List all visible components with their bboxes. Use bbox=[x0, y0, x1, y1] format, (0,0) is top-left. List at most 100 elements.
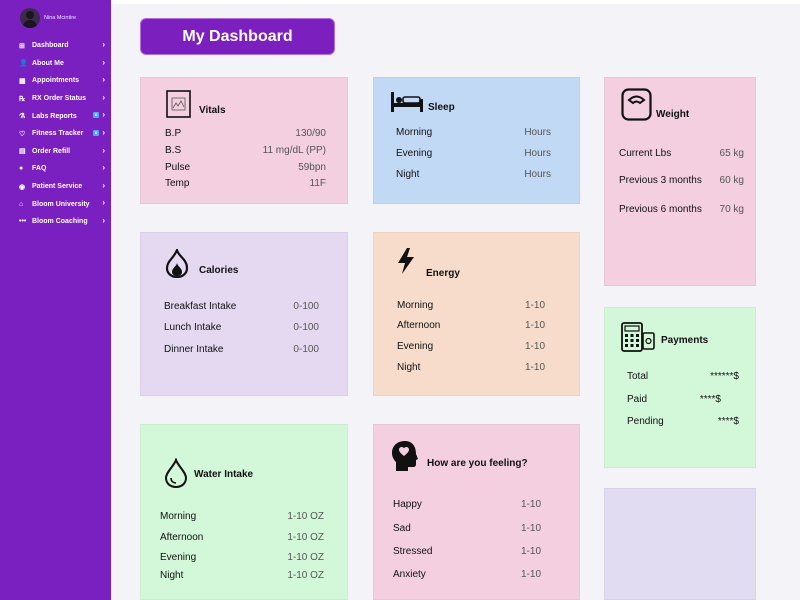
sidebar-item-fitness-tracker[interactable]: ♡ Fitness Tracker 8 › bbox=[19, 125, 107, 143]
row-label: Pulse bbox=[165, 162, 191, 173]
calories-card: Calories Breakfast Intake 0-100 Lunch In… bbox=[140, 232, 348, 396]
row-label: Evening bbox=[160, 552, 197, 563]
sidebar-item-appointments[interactable]: ▦ Appointments › bbox=[19, 72, 107, 90]
row-value: 1-10 OZ bbox=[287, 570, 324, 581]
water-row-afternoon: Afternoon 1-10 OZ bbox=[160, 532, 324, 543]
water-card: Water Intake Morning 1-10 OZ Afternoon 1… bbox=[140, 424, 348, 600]
row-value: 1-10 bbox=[520, 546, 541, 557]
water-row-morning: Morning 1-10 OZ bbox=[160, 511, 324, 522]
sidebar-item-faq[interactable]: ● FAQ › bbox=[19, 160, 107, 178]
row-value: 59bpn bbox=[298, 162, 326, 173]
sidebar-item-dashboard[interactable]: ⊞ Dashboard › bbox=[19, 37, 107, 55]
sidebar: Nina Mcintire ⊞ Dashboard › 👤 About Me ›… bbox=[0, 0, 111, 600]
payments-title: Payments bbox=[661, 335, 709, 346]
sidebar-item-bloom-university[interactable]: ⌂ Bloom University › bbox=[19, 195, 107, 213]
chat-icon: ● bbox=[19, 165, 24, 173]
row-value: Hours bbox=[524, 148, 551, 159]
service-icon: ◉ bbox=[19, 183, 26, 191]
sidebar-item-about-me[interactable]: 👤 About Me › bbox=[19, 55, 107, 73]
payments-row-paid: Paid ****$ bbox=[627, 394, 721, 405]
sidebar-item-label: Labs Reports bbox=[32, 112, 77, 120]
sidebar-item-order-refill[interactable]: ▤ Order Refill › bbox=[19, 143, 107, 161]
calories-row-lunch: Lunch Intake 0-100 bbox=[164, 322, 319, 333]
row-value: 70 kg bbox=[719, 204, 744, 215]
row-label: Temp bbox=[165, 178, 190, 189]
sidebar-item-label: Appointments bbox=[32, 77, 80, 85]
water-title: Water Intake bbox=[194, 469, 254, 480]
row-label: Morning bbox=[160, 511, 197, 522]
sidebar-nav: ⊞ Dashboard › 👤 About Me › ▦ Appointment… bbox=[19, 37, 107, 231]
sidebar-item-label: Order Refill bbox=[32, 147, 71, 155]
payments-card: Payments Total ******$ Paid ****$ Pendin… bbox=[604, 307, 756, 468]
feeling-card: How are you feeling? Happy 1-10 Sad 1-10… bbox=[373, 424, 580, 600]
row-label: Lunch Intake bbox=[164, 322, 222, 333]
row-value: 1-10 bbox=[524, 300, 545, 311]
bed-icon bbox=[391, 92, 423, 112]
row-label: Sad bbox=[393, 523, 411, 534]
vitals-header: Vitals bbox=[166, 90, 226, 118]
sleep-row-morning: Morning Hours bbox=[396, 127, 551, 138]
sidebar-item-bloom-coaching[interactable]: ••• Bloom Coaching › bbox=[19, 213, 107, 231]
avatar[interactable] bbox=[20, 8, 40, 28]
feeling-row-happy: Happy 1-10 bbox=[393, 499, 541, 510]
row-label: Total bbox=[627, 371, 649, 382]
page-title[interactable]: My Dashboard bbox=[140, 18, 335, 55]
vitals-title: Vitals bbox=[199, 105, 226, 116]
energy-row-night: Night 1-10 bbox=[397, 362, 545, 373]
profile[interactable]: Nina Mcintire bbox=[20, 8, 76, 28]
row-value: 11F bbox=[309, 178, 327, 189]
vitals-row-pulse: Pulse 59bpn bbox=[165, 162, 326, 173]
feeling-row-anxiety: Anxiety 1-10 bbox=[393, 569, 541, 580]
chevron-right-icon: › bbox=[102, 57, 105, 67]
row-value: 1-10 bbox=[520, 499, 541, 510]
cart-icon: ▤ bbox=[19, 148, 26, 156]
notification-badge: 8 bbox=[93, 129, 99, 136]
row-label: Previous 3 months bbox=[619, 175, 702, 186]
payments-row-total: Total ******$ bbox=[627, 371, 739, 382]
row-value: 1-10 OZ bbox=[287, 552, 324, 563]
chevron-right-icon: › bbox=[102, 145, 105, 155]
dashboard-icon: ⊞ bbox=[19, 42, 25, 50]
row-value: ****$ bbox=[717, 416, 739, 427]
vitals-row-bs: B.S 11 mg/dL (PP) bbox=[165, 145, 326, 156]
row-label: Morning bbox=[396, 127, 433, 138]
vitals-card: Vitals B.P 130/90 B.S 11 mg/dL (PP) Puls… bbox=[140, 77, 348, 204]
flask-icon: ⚗ bbox=[19, 113, 26, 121]
weight-header: Weight bbox=[621, 88, 689, 121]
row-value: 0-100 bbox=[293, 322, 319, 333]
sidebar-item-label: Fitness Tracker bbox=[32, 130, 84, 138]
row-label: Night bbox=[397, 362, 421, 373]
user-icon: 👤 bbox=[19, 60, 28, 68]
water-drop-icon bbox=[164, 458, 188, 488]
sleep-row-evening: Evening Hours bbox=[396, 148, 551, 159]
energy-row-evening: Evening 1-10 bbox=[397, 341, 545, 352]
top-strip bbox=[111, 0, 800, 4]
row-label: Afternoon bbox=[160, 532, 204, 543]
row-label: Evening bbox=[396, 148, 433, 159]
row-label: B.P bbox=[165, 128, 182, 139]
row-label: Pending bbox=[627, 416, 664, 427]
row-label: Stressed bbox=[393, 546, 433, 557]
weight-title: Weight bbox=[656, 109, 690, 120]
chevron-right-icon: › bbox=[102, 198, 105, 208]
row-value: Hours bbox=[524, 127, 551, 138]
payments-header: Payments bbox=[621, 322, 708, 352]
row-label: Anxiety bbox=[393, 569, 426, 580]
sidebar-item-label: Dashboard bbox=[32, 42, 69, 50]
row-value: 65 kg bbox=[719, 148, 744, 159]
feeling-row-stressed: Stressed 1-10 bbox=[393, 546, 541, 557]
row-label: Night bbox=[396, 169, 420, 180]
row-value: 60 kg bbox=[719, 175, 744, 186]
empty-card bbox=[604, 488, 756, 600]
heart-icon: ♡ bbox=[19, 130, 26, 138]
row-label: Happy bbox=[393, 499, 422, 510]
sidebar-item-label: Patient Service bbox=[32, 183, 83, 191]
sidebar-item-labs-reports[interactable]: ⚗ Labs Reports 8 › bbox=[19, 107, 107, 125]
water-header: Water Intake bbox=[164, 458, 253, 488]
head-heart-icon bbox=[392, 441, 418, 471]
sidebar-item-rx-order-status[interactable]: ℞ RX Order Status › bbox=[19, 90, 107, 108]
sidebar-item-patient-service[interactable]: ◉ Patient Service › bbox=[19, 178, 107, 196]
weight-row-prev6: Previous 6 months 70 kg bbox=[619, 204, 744, 215]
sleep-row-night: Night Hours bbox=[396, 169, 551, 180]
weight-row-prev3: Previous 3 months 60 kg bbox=[619, 175, 744, 186]
